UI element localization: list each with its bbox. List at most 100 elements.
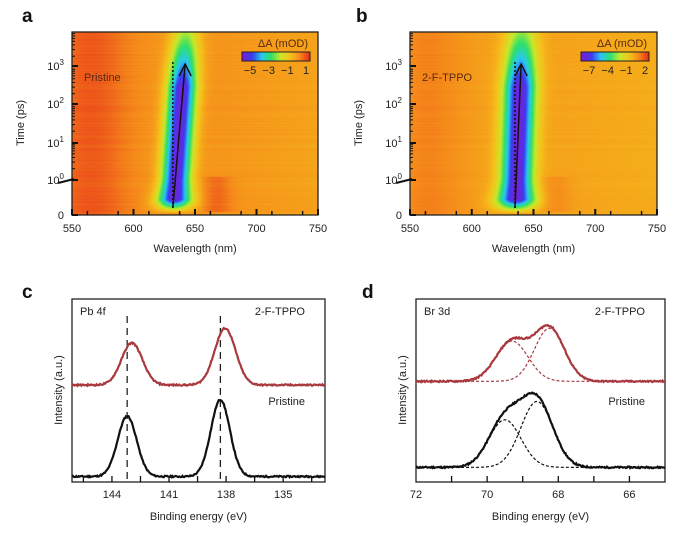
colorbar-segment	[300, 52, 303, 61]
colorbar-segment	[244, 52, 247, 61]
bottom-series-label: Pristine	[608, 396, 645, 408]
y-tick-label: 103	[385, 58, 402, 73]
y-tick-label: 0	[396, 210, 402, 222]
colorbar-segment	[270, 52, 273, 61]
x-tick-label: 72	[410, 489, 422, 501]
fit-component-curve	[416, 400, 665, 468]
x-tick-label: 135	[274, 489, 292, 501]
colorbar-segment	[587, 52, 590, 61]
x-tick-label: 650	[186, 223, 204, 235]
colorbar-tick-label: 2	[642, 65, 648, 77]
panel-c-letter: c	[22, 282, 33, 303]
top-series-label: 2-F-TPPO	[255, 306, 306, 318]
colorbar-tick-label: 1	[303, 65, 309, 77]
y-tick-label: 100	[385, 172, 402, 187]
colorbar-segment	[262, 52, 265, 61]
colorbar-segment	[635, 52, 638, 61]
colorbar-segment	[595, 52, 598, 61]
colorbar-segment	[605, 52, 608, 61]
colorbar-tick-label: −5	[244, 65, 257, 77]
colorbar-segment	[607, 52, 610, 61]
colorbar-segment	[250, 52, 253, 61]
colorbar-label: ΔA (mOD)	[258, 38, 308, 50]
y-axis-label: Intensity (a.u.)	[53, 355, 65, 425]
colorbar-segment	[292, 52, 295, 61]
colorbar-segment	[286, 52, 289, 61]
colorbar-segment	[593, 52, 596, 61]
panel-d-letter: d	[362, 282, 374, 303]
colorbar-segment	[623, 52, 626, 61]
plot-frame	[71, 298, 326, 483]
colorbar-segment	[647, 52, 650, 61]
core-level-label: Br 3d	[424, 306, 450, 318]
colorbar-tick-label: −3	[262, 65, 275, 77]
colorbar-segment	[583, 52, 586, 61]
colorbar-segment	[591, 52, 594, 61]
core-level-label: Pb 4f	[80, 306, 107, 318]
colorbar-segment	[641, 52, 644, 61]
y-tick-label: 101	[385, 135, 402, 150]
axis-break-mark	[57, 178, 75, 184]
colorbar-segment	[290, 52, 293, 61]
colorbar-segment	[613, 52, 616, 61]
colorbar-segment	[617, 52, 620, 61]
colorbar-segment	[266, 52, 269, 61]
y-tick-label: 103	[47, 58, 64, 73]
plot-frame	[415, 298, 666, 483]
x-tick-label: 700	[247, 223, 265, 235]
colorbar-segment	[308, 52, 311, 61]
colorbar-segment	[276, 52, 279, 61]
colorbar	[241, 51, 311, 62]
y-tick-label: 100	[47, 172, 64, 187]
x-tick-label: 550	[63, 223, 81, 235]
colorbar-segment	[264, 52, 267, 61]
x-tick-label: 144	[103, 489, 121, 501]
colorbar-segment	[615, 52, 618, 61]
heatmap-2f-tppo	[410, 32, 657, 215]
colorbar-tick-label: −4	[601, 65, 614, 77]
x-axis-label: Binding energy (eV)	[150, 511, 247, 523]
axis-break-mark	[395, 178, 413, 184]
colorbar-segment	[589, 52, 592, 61]
colorbar-segment	[597, 52, 600, 61]
colorbar-segment	[248, 52, 251, 61]
spectrum-curve-2-f-tppo	[415, 323, 666, 384]
colorbar-segment	[609, 52, 612, 61]
y-tick-label: 101	[47, 135, 64, 150]
x-axis-label: Binding energy (eV)	[492, 511, 589, 523]
colorbar	[580, 51, 650, 62]
top-series-label: 2-F-TPPO	[595, 306, 646, 318]
colorbar-segment	[258, 52, 261, 61]
colorbar-segment	[260, 52, 263, 61]
colorbar-segment	[282, 52, 285, 61]
colorbar-segment	[306, 52, 309, 61]
colorbar-segment	[621, 52, 624, 61]
colorbar-tick-label: −7	[583, 65, 596, 77]
panel-b-letter: b	[356, 6, 368, 27]
colorbar-segment	[627, 52, 630, 61]
colorbar-segment	[585, 52, 588, 61]
colorbar-segment	[619, 52, 622, 61]
colorbar-segment	[611, 52, 614, 61]
x-tick-label: 750	[648, 223, 666, 235]
colorbar-segment	[284, 52, 287, 61]
arrow-head-icon	[514, 62, 528, 77]
y-tick-label: 0	[58, 210, 64, 222]
x-tick-label: 750	[309, 223, 327, 235]
colorbar-segment	[639, 52, 642, 61]
colorbar-segment	[601, 52, 604, 61]
colorbar-segment	[242, 52, 245, 61]
panel-a-letter: a	[22, 6, 33, 27]
arrow-head-icon	[178, 62, 192, 77]
colorbar-segment	[272, 52, 275, 61]
colorbar-segment	[631, 52, 634, 61]
spectral-shift-arrow	[172, 63, 186, 209]
colorbar-segment	[296, 52, 299, 61]
colorbar-segment	[294, 52, 297, 61]
colorbar-segment	[629, 52, 632, 61]
y-tick-label: 102	[385, 96, 402, 111]
colorbar-segment	[252, 52, 255, 61]
spectrum-curve-pristine	[71, 398, 326, 480]
colorbar-segment	[633, 52, 636, 61]
bottom-series-label: Pristine	[268, 396, 305, 408]
